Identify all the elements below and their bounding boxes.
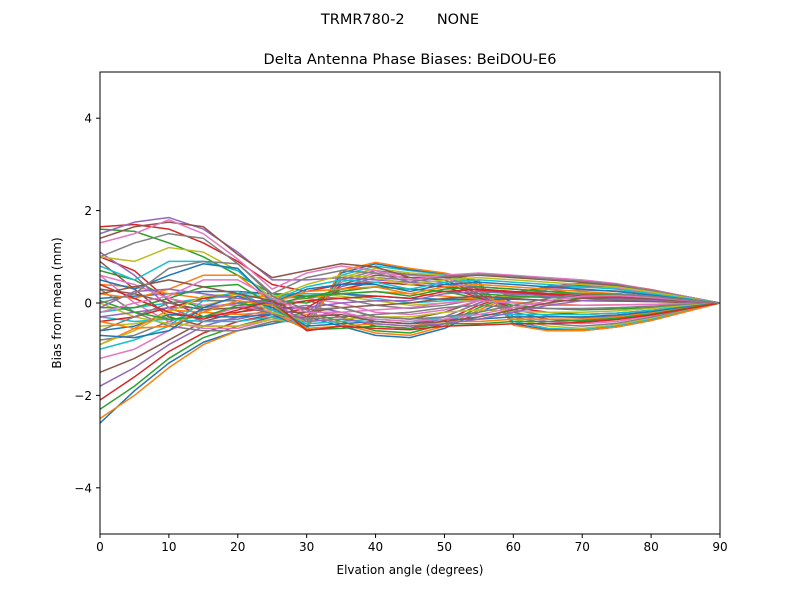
x-axis-label: Elvation angle (degrees) — [337, 563, 484, 577]
series-line-43 — [100, 299, 720, 331]
y-tick-label: −2 — [74, 389, 92, 403]
series-line-27 — [100, 219, 720, 304]
y-axis-label: Bias from mean (mm) — [50, 237, 64, 368]
y-tick-label: 4 — [84, 112, 92, 126]
x-tick-label: 20 — [230, 540, 245, 554]
series-line-39 — [100, 293, 720, 346]
x-tick-label: 0 — [96, 540, 104, 554]
series-line-46 — [100, 279, 720, 325]
series-lines — [100, 216, 720, 424]
x-tick-label: 30 — [299, 540, 314, 554]
series-line-18 — [100, 269, 720, 332]
series-line-36 — [100, 288, 720, 313]
x-tick-label: 10 — [161, 540, 176, 554]
series-line-45 — [100, 288, 720, 327]
x-axis-ticks: 0 10 20 30 40 50 60 70 80 90 — [96, 534, 728, 554]
series-line-48 — [100, 260, 720, 320]
x-tick-label: 70 — [575, 540, 590, 554]
series-line-47 — [100, 279, 720, 323]
series-line-31 — [100, 262, 720, 304]
series-line-20 — [100, 265, 720, 331]
x-tick-label: 60 — [506, 540, 521, 554]
y-axis-ticks: −4 −2 0 2 4 — [74, 112, 100, 495]
series-line-17 — [100, 272, 720, 330]
x-tick-label: 90 — [712, 540, 727, 554]
series-line-26 — [100, 221, 720, 304]
x-tick-label: 50 — [437, 540, 452, 554]
y-tick-label: −4 — [74, 481, 92, 495]
y-tick-label: 0 — [84, 297, 92, 311]
series-line-1 — [100, 284, 720, 424]
chart-title: Delta Antenna Phase Biases: BeiDOU-E6 — [264, 52, 557, 68]
y-tick-label: 2 — [84, 204, 92, 218]
figure-suptitle: TRMR780-2 NONE — [320, 12, 479, 28]
series-line-34 — [100, 288, 720, 323]
series-line-37 — [100, 274, 720, 318]
series-line-29 — [100, 246, 720, 304]
series-line-44 — [100, 283, 720, 332]
series-line-28 — [100, 232, 720, 304]
series-line-19 — [100, 267, 720, 330]
x-tick-label: 40 — [368, 540, 383, 554]
x-tick-label: 80 — [643, 540, 658, 554]
